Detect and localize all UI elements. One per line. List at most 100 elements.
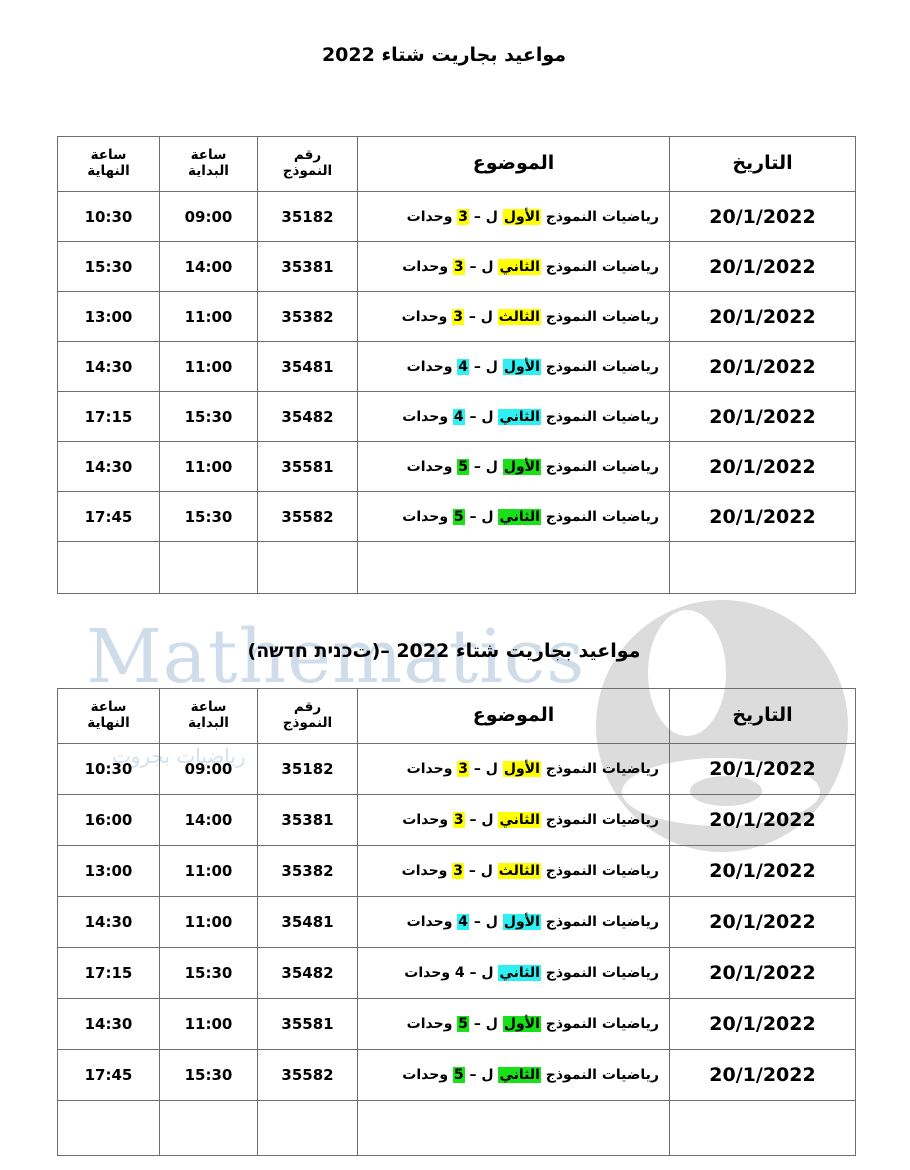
empty-cell bbox=[159, 1100, 258, 1156]
cell-end-time: 17:15 bbox=[57, 391, 160, 442]
section-2-title-wrap: مواعيد بجاريت شتاء 2022 –(تכנית חדשה) bbox=[0, 640, 910, 662]
subject-model-highlight: الثاني bbox=[498, 1067, 541, 1083]
subject-suffix: وحدات bbox=[401, 308, 453, 325]
column-header-subject: الموضوع bbox=[357, 688, 670, 744]
cell-date: 20/1/2022 bbox=[669, 391, 856, 442]
subject-separator: ل – bbox=[469, 208, 503, 225]
subject-units-highlight: 3 bbox=[452, 863, 464, 879]
table-row: 20/1/2022 رياضيات النموذج الأول ل – 4 وحد… bbox=[57, 896, 856, 948]
subject-suffix: وحدات bbox=[401, 863, 453, 879]
cell-form-number: 35481 bbox=[257, 896, 358, 948]
subject-units-highlight: 3 bbox=[457, 208, 470, 225]
cell-start-time: 11:00 bbox=[159, 998, 258, 1050]
empty-cell bbox=[257, 541, 358, 594]
subject-units-highlight: 4 bbox=[452, 408, 465, 425]
subject-model-highlight: الأول bbox=[502, 208, 541, 225]
end-time-line-2: النهاية bbox=[87, 715, 130, 731]
cell-end-time: 16:00 bbox=[57, 794, 160, 846]
cell-form-number: 35381 bbox=[257, 241, 358, 292]
subject-units-highlight: 3 bbox=[452, 258, 465, 275]
subject-model-highlight: الثالث bbox=[497, 308, 541, 325]
cell-form-number: 35182 bbox=[257, 191, 358, 242]
subject-suffix: وحدات bbox=[406, 458, 458, 475]
table-2-header: التاريخ الموضوع رقم النموذج ساعة البداية… bbox=[57, 688, 856, 744]
subject-suffix: وحدات bbox=[402, 508, 453, 525]
column-header-start-time: ساعة البداية bbox=[159, 136, 258, 192]
subject-prefix: رياضيات النموذج bbox=[540, 1016, 659, 1032]
subject-prefix: رياضيات النموذج bbox=[540, 408, 659, 425]
subject-separator: ل – bbox=[469, 458, 503, 475]
column-header-end-time: ساعة النهاية bbox=[57, 688, 160, 744]
cell-start-time: 11:00 bbox=[159, 441, 258, 492]
table-header-row: التاريخ الموضوع رقم النموذج ساعة البداية… bbox=[57, 688, 856, 744]
subject-prefix: رياضيات النموذج bbox=[540, 458, 659, 475]
empty-cell bbox=[669, 541, 856, 594]
cell-date: 20/1/2022 bbox=[669, 441, 856, 492]
subject-units-highlight: 4 bbox=[457, 358, 470, 375]
cell-start-time: 14:00 bbox=[159, 241, 258, 292]
subject-model-highlight: الأول bbox=[502, 914, 541, 930]
subject-suffix: وحدات bbox=[406, 208, 458, 225]
subject-separator: ل – bbox=[464, 1067, 499, 1083]
table-row: 20/1/2022 رياضيات النموذج الأول ل – 5 وحد… bbox=[57, 441, 856, 492]
cell-end-time: 17:15 bbox=[57, 947, 160, 999]
cell-form-number: 35582 bbox=[257, 491, 358, 542]
cell-form-number: 35581 bbox=[257, 441, 358, 492]
cell-subject: رياضيات النموذج الثالث ل – 3 وحدات bbox=[357, 845, 670, 897]
form-number-line-1: رقم bbox=[293, 699, 322, 716]
subject-units-highlight: 5 bbox=[457, 1016, 470, 1032]
start-time-line-2: البداية bbox=[188, 715, 229, 731]
table-spacer-row bbox=[57, 1100, 856, 1156]
subject-units-highlight: 3 bbox=[457, 761, 470, 777]
table-1-body: 20/1/2022 رياضيات النموذج الأول ل – 3 وحد… bbox=[57, 191, 856, 594]
table-1-header: التاريخ الموضوع رقم النموذج ساعة البداية… bbox=[57, 136, 856, 192]
table-row: 20/1/2022 رياضيات النموذج الثالث ل – 3 وح… bbox=[57, 845, 856, 897]
cell-start-time: 15:30 bbox=[159, 491, 258, 542]
schedule-table-1: التاريخ الموضوع رقم النموذج ساعة البداية… bbox=[57, 136, 856, 594]
section-2-title-text: مواعيد بجاريت شتاء 2022 –(تכנית חדשה) bbox=[247, 640, 641, 662]
cell-end-time: 10:30 bbox=[57, 743, 160, 795]
subject-prefix: رياضيات النموذج bbox=[540, 208, 659, 225]
column-header-subject: الموضوع bbox=[357, 136, 670, 192]
cell-end-time: 14:30 bbox=[57, 341, 160, 392]
cell-form-number: 35481 bbox=[257, 341, 358, 392]
cell-start-time: 11:00 bbox=[159, 845, 258, 897]
subject-units-highlight: 5 bbox=[452, 508, 465, 525]
subject-separator: ل – bbox=[469, 761, 503, 777]
end-time-line-2: النهاية bbox=[87, 163, 130, 179]
cell-start-time: 09:00 bbox=[159, 191, 258, 242]
subject-prefix: رياضيات النموذج bbox=[540, 1067, 659, 1083]
cell-subject: رياضيات النموذج الأول ل – 4 وحدات bbox=[357, 341, 670, 392]
cell-date: 20/1/2022 bbox=[669, 1049, 856, 1101]
subject-separator: ل – bbox=[464, 965, 499, 981]
cell-form-number: 35581 bbox=[257, 998, 358, 1050]
cell-date: 20/1/2022 bbox=[669, 794, 856, 846]
cell-subject: رياضيات النموذج الأول ل – 5 وحدات bbox=[357, 998, 670, 1050]
cell-start-time: 15:30 bbox=[159, 947, 258, 999]
start-time-line-1: ساعة bbox=[190, 699, 227, 716]
empty-cell bbox=[57, 541, 160, 594]
subject-units-highlight: 4 bbox=[454, 965, 465, 981]
form-number-line-2: النموذج bbox=[282, 715, 333, 731]
cell-end-time: 13:00 bbox=[57, 845, 160, 897]
cell-date: 20/1/2022 bbox=[669, 947, 856, 999]
cell-end-time: 14:30 bbox=[57, 896, 160, 948]
table-row: 20/1/2022 رياضيات النموذج الأول ل – 3 وحد… bbox=[57, 191, 856, 242]
cell-date: 20/1/2022 bbox=[669, 341, 856, 392]
section-1-table-wrap: التاريخ الموضوع رقم النموذج ساعة البداية… bbox=[57, 136, 856, 594]
cell-subject: رياضيات النموذج الثالث ل – 3 وحدات bbox=[357, 291, 670, 342]
cell-date: 20/1/2022 bbox=[669, 291, 856, 342]
cell-date: 20/1/2022 bbox=[669, 191, 856, 242]
cell-subject: رياضيات النموذج الثاني ل – 3 وحدات bbox=[357, 241, 670, 292]
cell-form-number: 35182 bbox=[257, 743, 358, 795]
cell-subject: رياضيات النموذج الأول ل – 5 وحدات bbox=[357, 441, 670, 492]
subject-separator: ل – bbox=[464, 408, 499, 425]
subject-prefix: رياضيات النموذج bbox=[540, 914, 659, 930]
empty-cell bbox=[257, 1100, 358, 1156]
schedule-table-2: التاريخ الموضوع رقم النموذج ساعة البداية… bbox=[57, 688, 856, 1156]
empty-cell bbox=[57, 1100, 160, 1156]
cell-subject: رياضيات النموذج الأول ل – 4 وحدات bbox=[357, 896, 670, 948]
subject-prefix: رياضيات النموذج bbox=[540, 812, 659, 828]
form-number-line-2: النموذج bbox=[282, 163, 333, 179]
cell-start-time: 14:00 bbox=[159, 794, 258, 846]
